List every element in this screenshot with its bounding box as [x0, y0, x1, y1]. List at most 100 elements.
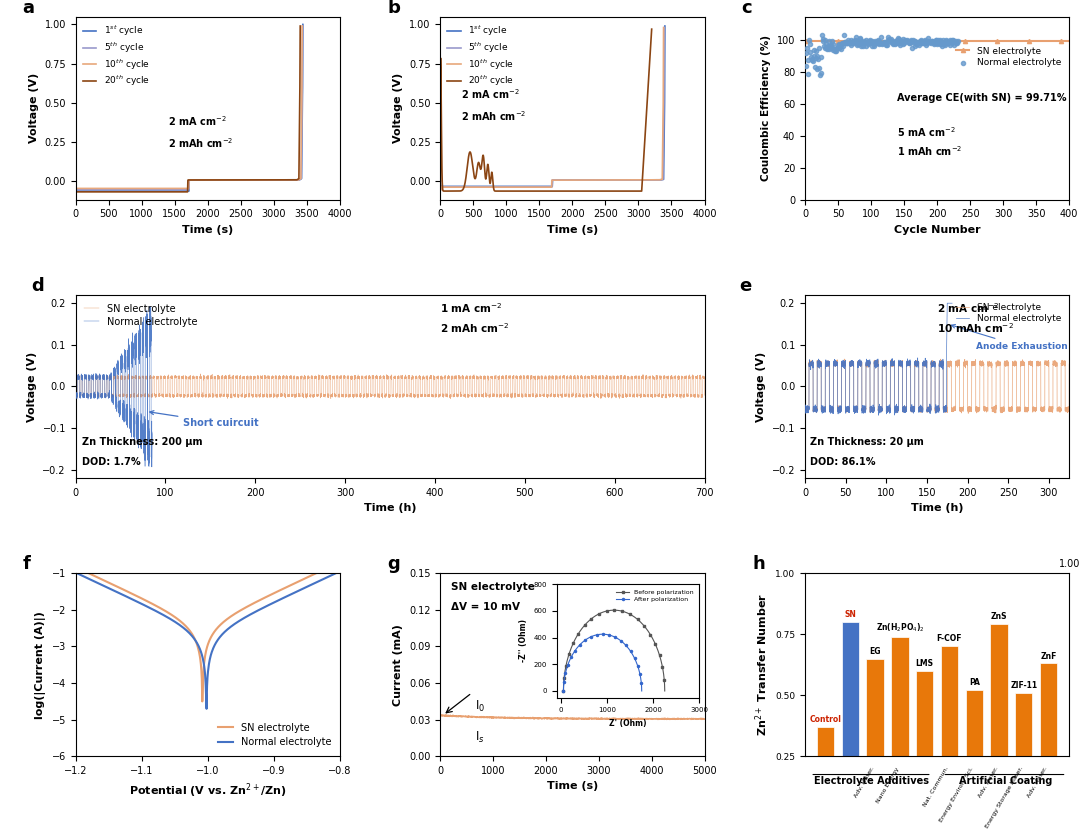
1$^{st}$ cycle: [546, 175, 559, 185]
SN electrolyte: [194, 369, 207, 379]
SN electrolyte: [956, 36, 969, 46]
1$^{st}$ cycle: [654, 175, 667, 184]
Normal electrolyte: [822, 39, 839, 52]
SN electrolyte: [850, 36, 863, 46]
SN electrolyte: [195, 696, 208, 706]
5$^{th}$ cycle: [546, 175, 559, 185]
Normal electrolyte: [900, 36, 917, 49]
20$^{th}$ cycle: [181, 175, 194, 185]
Normal electrolyte: [797, 47, 814, 60]
Text: SN: SN: [845, 610, 856, 619]
SN electrolyte: [120, 391, 133, 401]
Normal electrolyte: [933, 37, 950, 51]
Normal electrolyte: [821, 34, 838, 47]
Normal electrolyte: [798, 59, 815, 72]
Normal electrolyte: [831, 37, 848, 51]
Normal electrolyte: [83, 373, 96, 383]
1$^{st}$ cycle: [545, 181, 558, 191]
SN electrolyte: [838, 354, 851, 364]
Normal electrolyte: [854, 40, 872, 53]
Bar: [990, 624, 1008, 817]
Normal electrolyte: [895, 37, 913, 50]
Normal electrolyte: [932, 35, 949, 48]
5$^{th}$ cycle: [545, 175, 558, 185]
10$^{th}$ cycle: [545, 175, 558, 185]
20$^{th}$ cycle: [578, 186, 591, 196]
10$^{th}$ cycle: [69, 184, 82, 194]
Normal electrolyte: [842, 33, 860, 47]
Normal electrolyte: [908, 37, 926, 50]
1$^{st}$ cycle: [183, 186, 195, 196]
Normal electrolyte: [829, 39, 847, 52]
Normal electrolyte: [246, 608, 259, 618]
Normal electrolyte: [799, 67, 816, 81]
Normal electrolyte: [850, 37, 867, 51]
Bar: [941, 647, 958, 817]
20$^{th}$ cycle: [486, 176, 499, 186]
Normal electrolyte: [840, 37, 858, 50]
10$^{th}$ cycle: [69, 187, 82, 197]
5$^{th}$ cycle: [293, 175, 306, 184]
Text: Adv. Mater.: Adv. Mater.: [853, 766, 875, 799]
Text: LMS: LMS: [916, 659, 934, 668]
Normal electrolyte: [890, 32, 907, 45]
Normal electrolyte: [869, 34, 887, 47]
SN electrolyte: [246, 599, 259, 609]
X-axis label: Time (s): Time (s): [546, 225, 598, 235]
10$^{th}$ cycle: [183, 184, 195, 194]
Normal electrolyte: [930, 35, 947, 48]
Normal electrolyte: [873, 37, 890, 50]
Normal electrolyte: [845, 360, 858, 370]
Normal electrolyte: [861, 34, 878, 47]
Normal electrolyte: [856, 35, 874, 48]
Normal electrolyte: [882, 35, 900, 48]
Normal electrolyte: [820, 42, 837, 56]
Normal electrolyte: [855, 35, 873, 48]
Normal electrolyte: [818, 37, 835, 51]
Legend: SN electrolyte, Normal electrolyte: SN electrolyte, Normal electrolyte: [953, 43, 1065, 71]
Normal electrolyte: [808, 49, 825, 62]
Legend: SN electrolyte, Normal electrolyte: SN electrolyte, Normal electrolyte: [953, 299, 1065, 327]
Bar: [816, 727, 834, 817]
Normal electrolyte: [926, 37, 943, 51]
Normal electrolyte: [937, 37, 955, 50]
Normal electrolyte: [828, 42, 846, 55]
Normal electrolyte: [811, 69, 828, 82]
Normal electrolyte: [868, 36, 886, 49]
1$^{st}$ cycle: [69, 189, 82, 199]
Text: 2 mAh cm$^{-2}$: 2 mAh cm$^{-2}$: [441, 322, 510, 336]
1$^{st}$ cycle: [296, 82, 309, 92]
Normal electrolyte: [801, 37, 819, 51]
Normal electrolyte: [819, 42, 836, 55]
Normal electrolyte: [799, 53, 816, 66]
Line: SN electrolyte: SN electrolyte: [63, 566, 347, 701]
Normal electrolyte: [935, 36, 953, 49]
Normal electrolyte: [859, 36, 876, 49]
Normal electrolyte: [825, 37, 842, 51]
Normal electrolyte: [798, 405, 811, 415]
Text: Adv. Mater.: Adv. Mater.: [1027, 766, 1049, 799]
1$^{st}$ cycle: [295, 174, 308, 184]
SN electrolyte: [444, 394, 457, 404]
20$^{th}$ cycle: [69, 187, 82, 197]
Normal electrolyte: [835, 29, 852, 42]
Normal electrolyte: [904, 33, 921, 47]
Normal electrolyte: [906, 40, 923, 53]
Legend: SN electrolyte, Normal electrolyte: SN electrolyte, Normal electrolyte: [214, 719, 335, 751]
Normal electrolyte: [908, 36, 926, 49]
Normal electrolyte: [838, 36, 855, 49]
5$^{th}$ cycle: [434, 185, 447, 195]
Normal electrolyte: [876, 35, 893, 48]
Normal electrolyte: [878, 37, 895, 50]
Normal electrolyte: [939, 35, 956, 48]
Normal electrolyte: [941, 38, 958, 52]
20$^{th}$ cycle: [181, 175, 194, 185]
5$^{th}$ cycle: [69, 176, 82, 186]
X-axis label: Time (h): Time (h): [364, 504, 416, 514]
5$^{th}$ cycle: [183, 175, 195, 185]
Normal electrolyte: [56, 562, 69, 572]
Normal electrolyte: [200, 704, 213, 714]
Normal electrolyte: [946, 298, 959, 308]
Normal electrolyte: [949, 35, 967, 48]
Text: Control: Control: [810, 715, 841, 724]
